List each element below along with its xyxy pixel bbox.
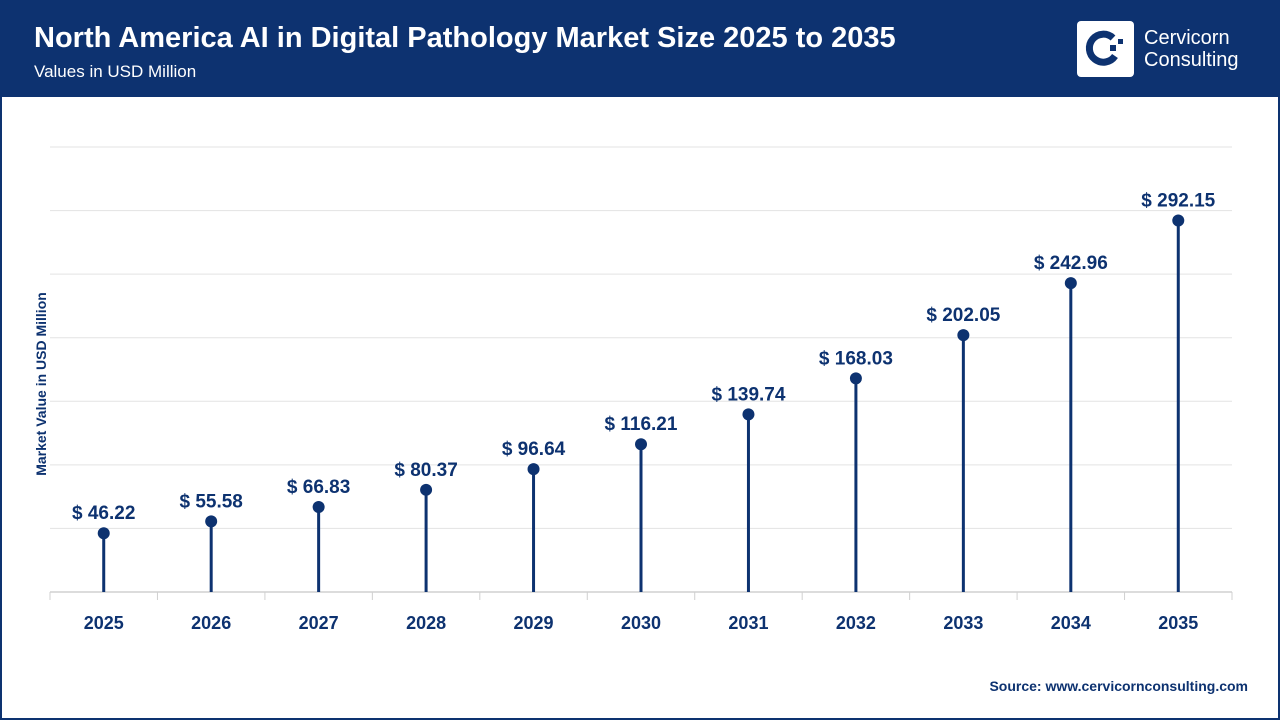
data-label: $ 139.74 [711,384,785,405]
data-label: $ 66.83 [287,477,350,498]
lollipop-point [97,527,110,540]
x-tick-label: 2034 [1051,613,1091,633]
lollipop-point [849,372,862,385]
logo-text-line1: Cervicorn [1144,27,1230,49]
data-label: $ 242.96 [1034,253,1108,274]
x-tick-label: 2033 [943,613,983,633]
lollipop-point [420,483,433,496]
lollipop-point [957,329,970,342]
data-label: $ 46.22 [72,503,135,524]
chart-title: North America AI in Digital Pathology Ma… [34,22,896,54]
x-tick-label: 2031 [728,613,768,633]
data-label: $ 292.15 [1141,191,1215,212]
data-label: $ 202.05 [926,305,1000,326]
data-label: $ 55.58 [179,491,242,512]
data-label: $ 116.21 [605,414,678,435]
source-note: Source: www.cervicornconsulting.com [989,678,1248,694]
lollipop-point [635,438,647,451]
x-tick-label: 2026 [191,613,231,633]
x-tick-label: 2027 [299,613,339,633]
x-tick-label: 2029 [514,613,554,633]
logo-text-line2: Consulting [1144,49,1239,71]
x-tick-label: 2035 [1158,613,1198,633]
data-label: $ 168.03 [819,348,893,369]
data-label: $ 96.64 [502,439,566,460]
header-bar: North America AI in Digital Pathology Ma… [0,0,1280,97]
lollipop-point [1172,214,1185,227]
logo-mark-icon [1077,21,1134,77]
lollipop-point [205,515,218,528]
chart-subtitle: Values in USD Million [34,62,197,81]
x-tick-label: 2032 [836,613,876,633]
x-tick-label: 2028 [406,613,446,633]
lollipop-point [1064,277,1077,290]
lollipop-point [312,501,325,514]
x-tick-label: 2025 [84,613,124,633]
data-label: $ 80.37 [394,460,457,481]
cervicorn-logo: Cervicorn Consulting [1077,21,1239,77]
x-tick-label: 2030 [621,613,661,633]
lollipop-point [527,463,540,476]
lollipop-point [742,408,755,421]
